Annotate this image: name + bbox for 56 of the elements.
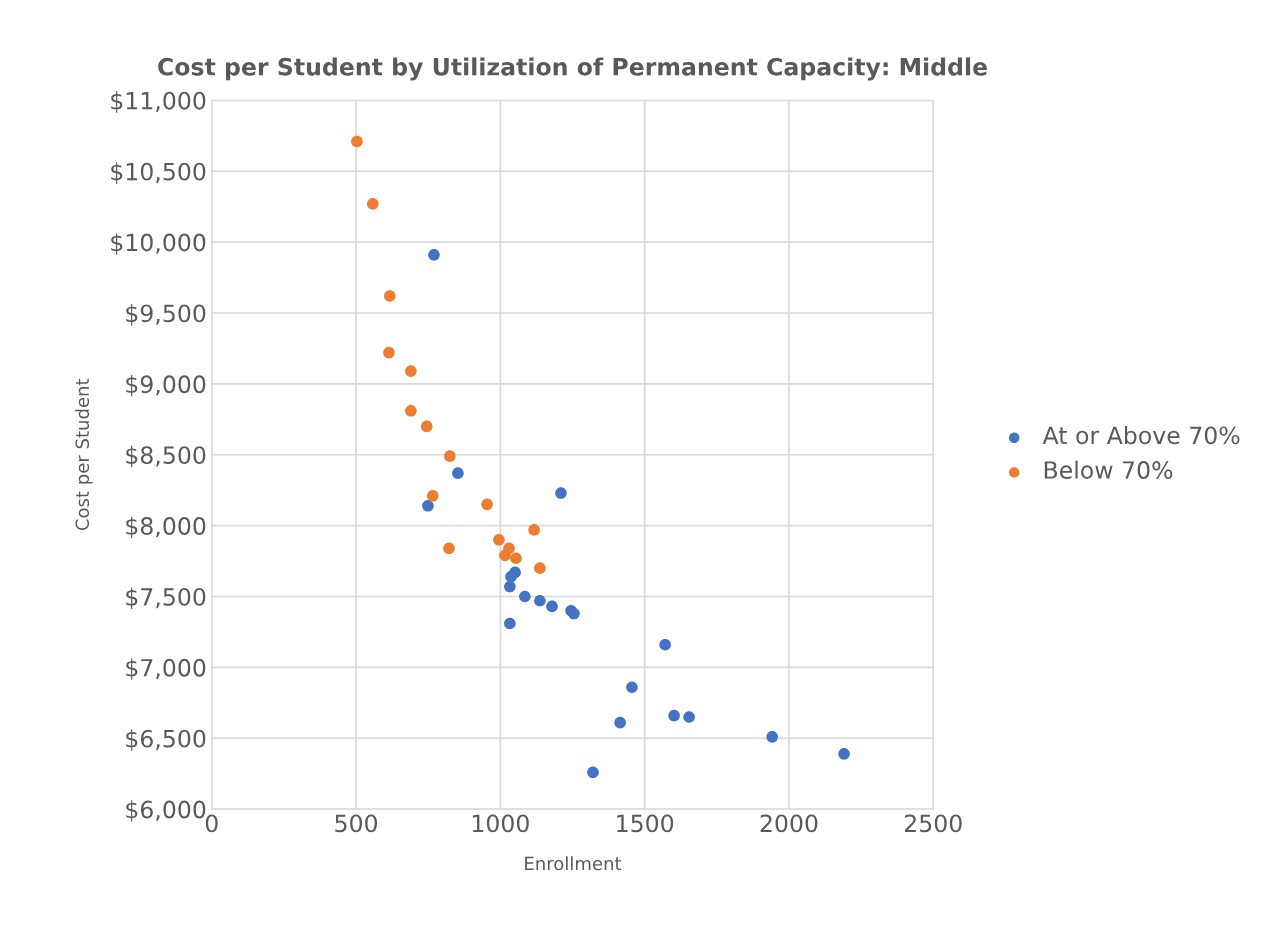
point [838, 748, 850, 760]
y-tick-label: $11,000 [111, 91, 206, 113]
point [555, 487, 567, 499]
point [766, 731, 779, 743]
point [659, 638, 671, 651]
y-tick-label: $7,000 [126, 658, 206, 680]
point [452, 467, 464, 479]
point [351, 135, 363, 148]
y-tick-label: $10,000 [111, 233, 206, 255]
chart-title: Cost per Student by Utilization of Permanent Capacity: Middle [158, 57, 987, 81]
x-tick-label: 1000 [472, 814, 529, 833]
point [427, 490, 439, 502]
point [668, 709, 680, 722]
point [505, 570, 517, 583]
y-axis-title: Cost per Student [75, 378, 93, 531]
point [428, 249, 440, 261]
point [420, 420, 433, 433]
point [366, 198, 379, 210]
x-tick-label: 2500 [904, 814, 962, 833]
x-tick-label: 2000 [760, 814, 818, 833]
x-tick-label: 0 [205, 814, 218, 833]
point [481, 498, 493, 511]
point [587, 766, 599, 779]
point [405, 404, 417, 417]
point [384, 290, 396, 302]
y-tick-label: $6,000 [126, 800, 206, 822]
x-axis-title: Enrollment [525, 856, 622, 871]
point [510, 552, 522, 565]
point [534, 562, 546, 574]
point [444, 450, 456, 462]
point [614, 716, 626, 729]
y-tick-label: $7,500 [126, 587, 206, 609]
x-tick-label: 1500 [617, 814, 674, 833]
point [626, 681, 638, 694]
legend-label: At or Above 70% [1042, 425, 1240, 445]
point [504, 580, 516, 593]
x-tick-label: 500 [335, 814, 378, 833]
y-tick-label: $8,000 [126, 516, 206, 539]
point [422, 499, 434, 512]
legend-label: Below 70% [1044, 460, 1173, 479]
y-tick-label: $9,000 [126, 374, 206, 397]
point [499, 549, 511, 562]
y-tick-label: $8,500 [126, 445, 206, 468]
point [519, 590, 531, 603]
point [405, 365, 417, 377]
point [493, 533, 505, 546]
point [383, 346, 395, 359]
y-tick-label: $10,500 [111, 162, 206, 184]
y-tick-label: $9,500 [126, 304, 206, 326]
point [528, 524, 540, 536]
point [443, 542, 455, 555]
point [504, 617, 516, 630]
point [534, 594, 546, 607]
y-tick-label: $6,500 [126, 729, 206, 751]
point [546, 600, 558, 613]
point [683, 711, 695, 723]
